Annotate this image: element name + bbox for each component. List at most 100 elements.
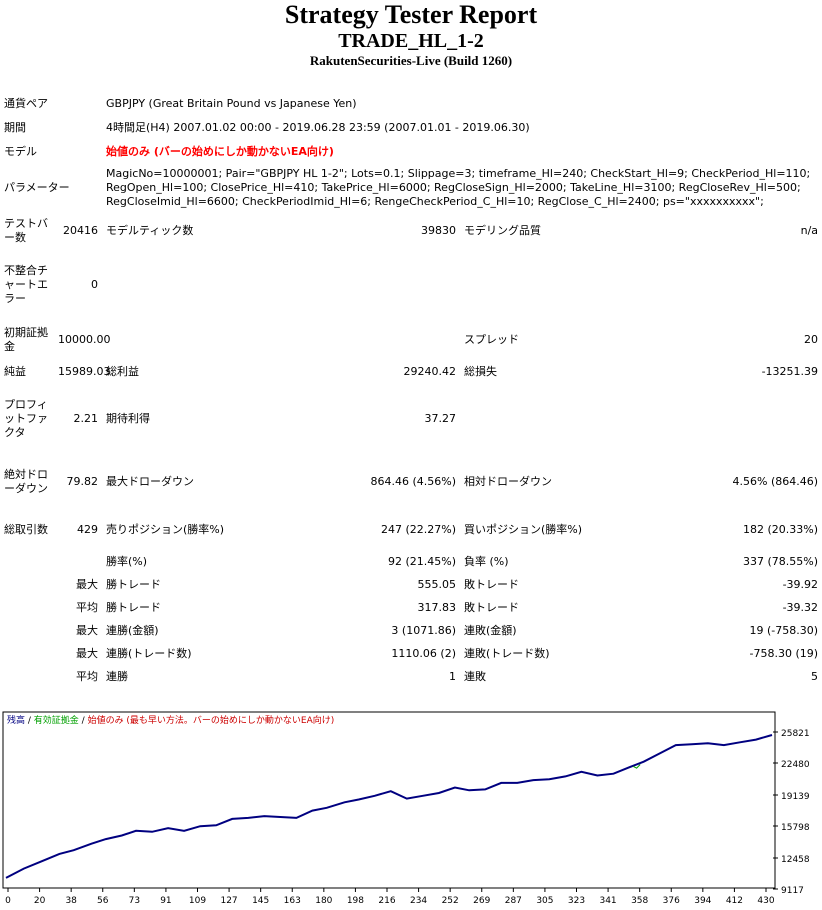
y-tick-label: 19139 xyxy=(781,792,810,802)
x-tick-label: 198 xyxy=(347,896,364,906)
max-dd-value: 864.46 (4.56%) xyxy=(370,475,456,488)
ea-name: TRADE_HL_1-2 xyxy=(338,30,484,52)
report-title: Strategy Tester Report xyxy=(284,0,538,29)
average-label: 平均 xyxy=(76,600,98,614)
x-tick-label: 252 xyxy=(442,896,459,906)
largest-win-value: 555.05 xyxy=(417,577,457,591)
x-tick-label: 341 xyxy=(599,896,616,906)
loss-rate-value: 337 (78.55%) xyxy=(743,554,819,568)
max-consec-count-label: 最大 xyxy=(76,646,98,660)
consec-wins-count-label: 連勝(トレード数) xyxy=(106,646,192,660)
max-dd-label: 最大ドローダウン xyxy=(106,475,194,488)
consec-losses-count-label: 連敗(トレード数) xyxy=(464,646,550,660)
x-tick-label: 358 xyxy=(631,896,648,906)
x-tick-label: 0 xyxy=(5,896,11,906)
long-label: 買いポジション(勝率%) xyxy=(464,523,583,536)
deposit-label: 初期証拠金 xyxy=(4,326,48,353)
largest-loss-label: 敗トレード xyxy=(464,577,519,591)
deposit-value: 10000.00 xyxy=(58,333,111,346)
avg-loss-label: 敗トレード xyxy=(464,600,519,614)
pair-label: 通貨ペア xyxy=(4,97,48,110)
balance-chart-svg: 残高 / 有効証拠金 / 始値のみ (最も早い方法。バーの始めにしか動かないEA… xyxy=(2,710,819,907)
expected-label: 期待利得 xyxy=(106,412,150,425)
avg-consec-losses-value: 5 xyxy=(811,669,819,683)
y-tick-label: 25821 xyxy=(781,729,810,739)
x-tick-label: 163 xyxy=(284,896,301,906)
plot-frame xyxy=(2,711,776,889)
gross-profit-label: 総利益 xyxy=(106,365,139,378)
gross-loss-value: -13251.39 xyxy=(761,365,819,378)
x-tick-label: 38 xyxy=(65,896,77,906)
series-lines xyxy=(5,734,773,879)
x-tick-label: 430 xyxy=(757,896,774,906)
legend-model: 始値のみ (最も早い方法。バーの始めにしか動かないEA向け) xyxy=(88,714,335,726)
ticks-label: モデルティック数 xyxy=(106,224,194,237)
y-axis-ticks: 25821 22480 19139 15798 12458 9117 xyxy=(773,729,810,896)
bars-label: テストバー数 xyxy=(4,217,48,244)
consec-losses-money-label: 連敗(金額) xyxy=(464,623,517,637)
legend-margin: 有効証拠金 xyxy=(34,714,79,726)
balance-chart: 残高 / 有効証拠金 / 始値のみ (最も早い方法。バーの始めにしか動かないEA… xyxy=(2,710,819,907)
x-tick-label: 20 xyxy=(34,896,46,906)
x-tick-label: 305 xyxy=(536,896,553,906)
consec-losses-money-value: 19 (-758.30) xyxy=(749,623,819,637)
x-tick-label: 394 xyxy=(694,896,711,906)
quality-label: モデリング品質 xyxy=(464,224,541,237)
gross-loss-label: 総損失 xyxy=(464,365,497,378)
gross-profit-value: 29240.42 xyxy=(403,365,457,378)
max-consec-label: 最大 xyxy=(76,623,98,637)
spread-value: 20 xyxy=(804,333,819,346)
x-tick-label: 180 xyxy=(315,896,332,906)
trades-label: 総取引数 xyxy=(4,523,48,536)
largest-loss-value: -39.92 xyxy=(782,577,819,591)
consec-wins-count-value: 1110.06 (2) xyxy=(391,646,456,660)
x-tick-label: 234 xyxy=(410,896,427,906)
abs-dd-label: 絶対ドローダウン xyxy=(4,468,48,495)
expected-value: 37.27 xyxy=(424,412,457,425)
y-tick-label: 12458 xyxy=(781,855,810,865)
avg-consec-losses-label: 連敗 xyxy=(464,669,486,683)
largest-win-label: 勝トレード xyxy=(106,577,161,591)
spread-label: スプレッド xyxy=(464,333,519,346)
x-tick-label: 216 xyxy=(378,896,395,906)
loss-rate-label: 負率 (%) xyxy=(464,554,509,568)
report-table: 通貨ペア GBPJPY (Great Britain Pound vs Japa… xyxy=(0,92,822,688)
y-tick-label: 22480 xyxy=(781,760,810,770)
rel-dd-label: 相対ドローダウン xyxy=(464,475,552,488)
largest-label: 最大 xyxy=(76,577,98,591)
x-tick-label: 412 xyxy=(726,896,743,906)
rel-dd-value: 4.56% (864.46) xyxy=(732,475,819,488)
ticks-value: 39830 xyxy=(421,224,456,237)
period-label: 期間 xyxy=(4,121,26,134)
avg-loss-value: -39.32 xyxy=(782,600,819,614)
mismatch-value: 0 xyxy=(91,278,98,291)
params-label: パラメーター xyxy=(4,181,70,194)
x-tick-label: 56 xyxy=(97,896,109,906)
avg-consec-wins-label: 連勝 xyxy=(106,669,128,683)
win-rate-label: 勝率(%) xyxy=(106,554,148,568)
margin-line xyxy=(632,764,641,769)
x-tick-label: 109 xyxy=(189,896,206,906)
pair-value: GBPJPY (Great Britain Pound vs Japanese … xyxy=(106,97,357,110)
x-tick-label: 269 xyxy=(473,896,490,906)
short-value: 247 (22.27%) xyxy=(380,523,456,536)
abs-dd-value: 79.82 xyxy=(66,475,99,488)
bars-value: 20416 xyxy=(63,224,98,237)
quality-value: n/a xyxy=(800,224,819,237)
legend-sep-1: / xyxy=(25,716,34,726)
net-value: 15989.03 xyxy=(58,365,111,378)
legend-balance: 残高 xyxy=(7,714,25,726)
consec-wins-money-label: 連勝(金額) xyxy=(106,623,159,637)
model-label: モデル xyxy=(4,145,37,158)
server-name: RakutenSecurities-Live (Build 1260) xyxy=(309,53,513,68)
short-label: 売りポジション(勝率%) xyxy=(106,523,225,536)
long-value: 182 (20.33%) xyxy=(743,523,819,536)
consec-losses-count-value: -758.30 (19) xyxy=(749,646,819,660)
balance-line xyxy=(5,734,773,879)
legend-sep-2: / xyxy=(79,716,88,726)
x-tick-label: 323 xyxy=(568,896,585,906)
x-tick-label: 91 xyxy=(160,896,171,906)
trades-value: 429 xyxy=(77,523,98,536)
x-axis-ticks: 0 20 38 56 73 91 109 127 145 163 180 198 216 234 252 26… xyxy=(5,888,775,906)
period-value: 4時間足(H4) 2007.01.02 00:00 - 2019.06.28 2… xyxy=(106,121,530,134)
